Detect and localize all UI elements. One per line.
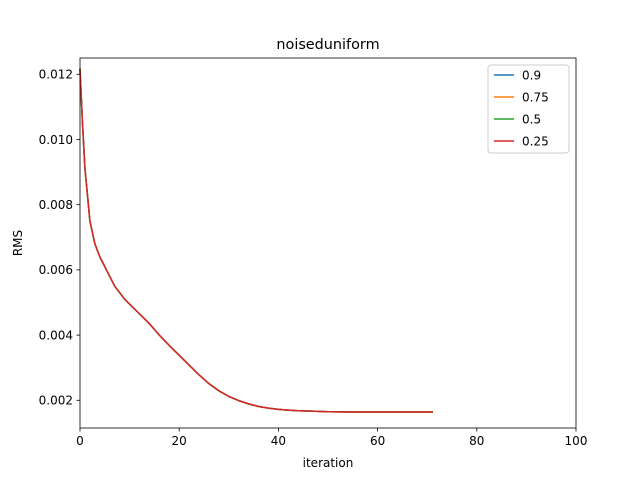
- y-axis-label: RMS: [11, 230, 25, 256]
- y-tick-label: 0.012: [39, 68, 73, 82]
- legend-label: 0.75: [522, 90, 549, 104]
- plot-lines: [79, 68, 433, 413]
- plot-frame: [79, 57, 577, 429]
- legend: 0.9 0.75 0.5 0.25: [487, 64, 570, 154]
- series-line-2: [79, 68, 433, 413]
- x-tick-label: 80: [469, 434, 484, 448]
- x-tick-label: 100: [565, 434, 588, 448]
- series-line-1: [79, 68, 433, 413]
- legend-label: 0.25: [522, 134, 549, 148]
- y-tick-label: 0.002: [39, 394, 73, 408]
- y-tick-label: 0.008: [39, 198, 73, 212]
- y-tick-label: 0.006: [39, 263, 73, 277]
- legend-label: 0.9: [522, 68, 541, 82]
- x-tick-label: 20: [172, 434, 187, 448]
- series-line-0: [79, 68, 433, 413]
- series-line-3: [79, 68, 433, 413]
- y-axis: 0.002 0.004 0.006 0.008 0.010 0.012: [39, 68, 80, 408]
- x-axis: 0 20 40 60 80 100: [76, 428, 587, 448]
- x-axis-label: iteration: [303, 456, 354, 470]
- y-tick-label: 0.010: [39, 133, 73, 147]
- legend-label: 0.5: [522, 112, 541, 126]
- x-tick-label: 40: [271, 434, 286, 448]
- x-tick-label: 60: [370, 434, 385, 448]
- x-tick-label: 0: [76, 434, 84, 448]
- legend-box: [487, 64, 570, 154]
- chart-title: noiseduniform: [276, 37, 379, 53]
- y-tick-label: 0.004: [39, 328, 73, 342]
